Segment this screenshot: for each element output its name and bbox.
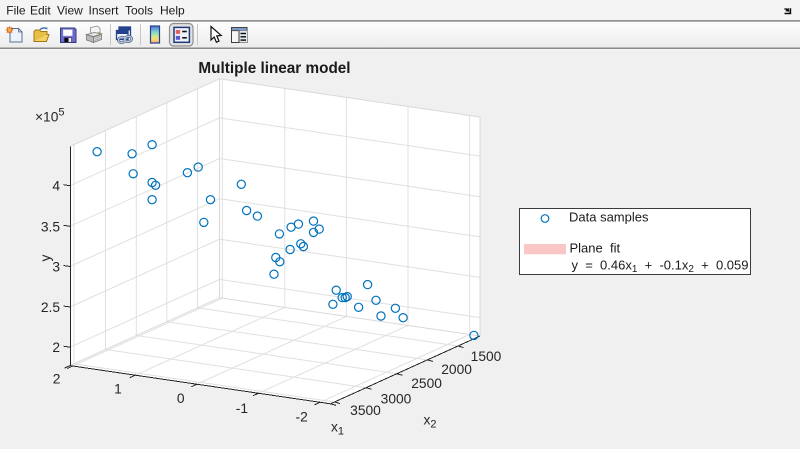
svg-text:Insert: Insert <box>89 4 120 18</box>
svg-text:-1: -1 <box>236 401 248 416</box>
svg-text:-2: -2 <box>296 409 308 424</box>
svg-text:Data samples: Data samples <box>569 210 649 225</box>
svg-text:0: 0 <box>177 391 185 406</box>
svg-text:2000: 2000 <box>441 362 472 377</box>
svg-text:2.5: 2.5 <box>41 300 61 315</box>
svg-text:2: 2 <box>53 372 61 387</box>
svg-text:Edit: Edit <box>30 4 51 18</box>
svg-text:2500: 2500 <box>411 376 442 391</box>
svg-text:File: File <box>6 4 26 18</box>
svg-text:3500: 3500 <box>350 403 381 418</box>
svg-text:3000: 3000 <box>381 391 412 406</box>
svg-text:Plane fit: Plane fit <box>570 240 621 255</box>
svg-text:3: 3 <box>52 260 60 275</box>
svg-text:y = 0.46x1 + -0.1x2 + 0.: y = 0.46x1 + -0.1x2 + 0.059 <box>572 258 749 276</box>
svg-text:3.5: 3.5 <box>41 219 61 234</box>
svg-text:Help: Help <box>160 4 185 18</box>
svg-text:Multiple linear model: Multiple linear model <box>198 60 350 77</box>
svg-text:1: 1 <box>114 382 122 397</box>
svg-text:4: 4 <box>52 179 60 194</box>
svg-text:1500: 1500 <box>471 349 502 364</box>
svg-text:y: y <box>38 254 53 261</box>
svg-text:2: 2 <box>52 340 60 355</box>
svg-text:×105: ×105 <box>35 107 65 125</box>
svg-text:Tools: Tools <box>125 4 153 18</box>
svg-text:View: View <box>57 4 83 18</box>
